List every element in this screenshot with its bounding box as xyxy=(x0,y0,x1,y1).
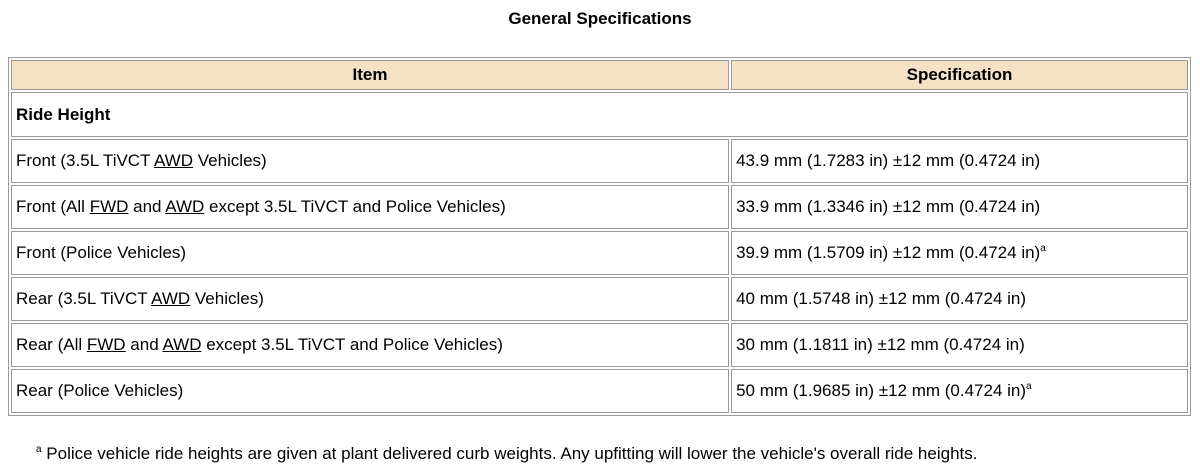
spec-value: 40 mm (1.5748 in) ±12 mm (0.4724 in) xyxy=(736,289,1027,308)
item-text: and xyxy=(125,335,163,354)
table-header-row: Item Specification xyxy=(11,60,1188,90)
footnote-marker: a xyxy=(1040,243,1046,254)
abbreviation-link-awd[interactable]: AWD xyxy=(165,197,205,216)
spec-value: 33.9 mm (1.3346 in) ±12 mm (0.4724 in) xyxy=(736,197,1041,216)
table-row: Rear (3.5L TiVCT AWD Vehicles) 40 mm (1.… xyxy=(11,277,1188,321)
table-row: Front (All FWD and AWD except 3.5L TiVCT… xyxy=(11,185,1188,229)
column-header-specification: Specification xyxy=(731,60,1188,90)
spec-cell: 33.9 mm (1.3346 in) ±12 mm (0.4724 in) xyxy=(731,185,1188,229)
table-row: Front (Police Vehicles) 39.9 mm (1.5709 … xyxy=(11,231,1188,275)
footnote-text: Police vehicle ride heights are given at… xyxy=(41,444,978,463)
item-text: and xyxy=(128,197,166,216)
item-text: Rear (Police Vehicles) xyxy=(16,381,184,400)
item-cell: Front (All FWD and AWD except 3.5L TiVCT… xyxy=(11,185,730,229)
spec-cell: 40 mm (1.5748 in) ±12 mm (0.4724 in) xyxy=(731,277,1188,321)
spec-cell: 50 mm (1.9685 in) ±12 mm (0.4724 in)a xyxy=(731,369,1188,413)
column-header-item: Item xyxy=(11,60,730,90)
spec-cell: 30 mm (1.1811 in) ±12 mm (0.4724 in) xyxy=(731,323,1188,367)
abbreviation-link-fwd[interactable]: FWD xyxy=(86,335,126,354)
item-text: Rear (All xyxy=(16,335,87,354)
item-cell: Front (Police Vehicles) xyxy=(11,231,730,275)
table-row: Front (3.5L TiVCT AWD Vehicles) 43.9 mm … xyxy=(11,139,1188,183)
spec-value: 39.9 mm (1.5709 in) ±12 mm (0.4724 in) xyxy=(736,243,1041,262)
footnote-marker: a xyxy=(1026,381,1032,392)
spec-value: 30 mm (1.1811 in) ±12 mm (0.4724 in) xyxy=(736,335,1025,354)
item-cell: Front (3.5L TiVCT AWD Vehicles) xyxy=(11,139,730,183)
spec-value: 43.9 mm (1.7283 in) ±12 mm (0.4724 in) xyxy=(736,151,1041,170)
item-text: Front (All xyxy=(16,197,90,216)
item-text: except 3.5L TiVCT and Police Vehicles) xyxy=(201,335,503,354)
section-title: Ride Height xyxy=(11,92,1188,137)
spec-value: 50 mm (1.9685 in) ±12 mm (0.4724 in) xyxy=(736,381,1027,400)
item-cell: Rear (3.5L TiVCT AWD Vehicles) xyxy=(11,277,730,321)
table-row: Rear (All FWD and AWD except 3.5L TiVCT … xyxy=(11,323,1188,367)
section-row-ride-height: Ride Height xyxy=(11,92,1188,137)
item-text: Vehicles) xyxy=(192,151,267,170)
abbreviation-link-awd[interactable]: AWD xyxy=(153,151,193,170)
item-text: Rear (3.5L TiVCT xyxy=(16,289,152,308)
spec-cell: 43.9 mm (1.7283 in) ±12 mm (0.4724 in) xyxy=(731,139,1188,183)
item-text: Front (Police Vehicles) xyxy=(16,243,187,262)
abbreviation-link-fwd[interactable]: FWD xyxy=(89,197,129,216)
item-cell: Rear (All FWD and AWD except 3.5L TiVCT … xyxy=(11,323,730,367)
specifications-table: Item Specification Ride Height Front (3.… xyxy=(8,57,1191,416)
item-cell: Rear (Police Vehicles) xyxy=(11,369,730,413)
footnote: a Police vehicle ride heights are given … xyxy=(36,443,977,465)
spec-cell: 39.9 mm (1.5709 in) ±12 mm (0.4724 in)a xyxy=(731,231,1188,275)
page-title: General Specifications xyxy=(508,9,692,28)
item-text: except 3.5L TiVCT and Police Vehicles) xyxy=(204,197,506,216)
table-row: Rear (Police Vehicles) 50 mm (1.9685 in)… xyxy=(11,369,1188,413)
footnote-marker: a xyxy=(36,444,42,455)
abbreviation-link-awd[interactable]: AWD xyxy=(151,289,191,308)
item-text: Vehicles) xyxy=(190,289,264,308)
item-text: Front (3.5L TiVCT xyxy=(16,151,154,170)
abbreviation-link-awd[interactable]: AWD xyxy=(162,335,202,354)
